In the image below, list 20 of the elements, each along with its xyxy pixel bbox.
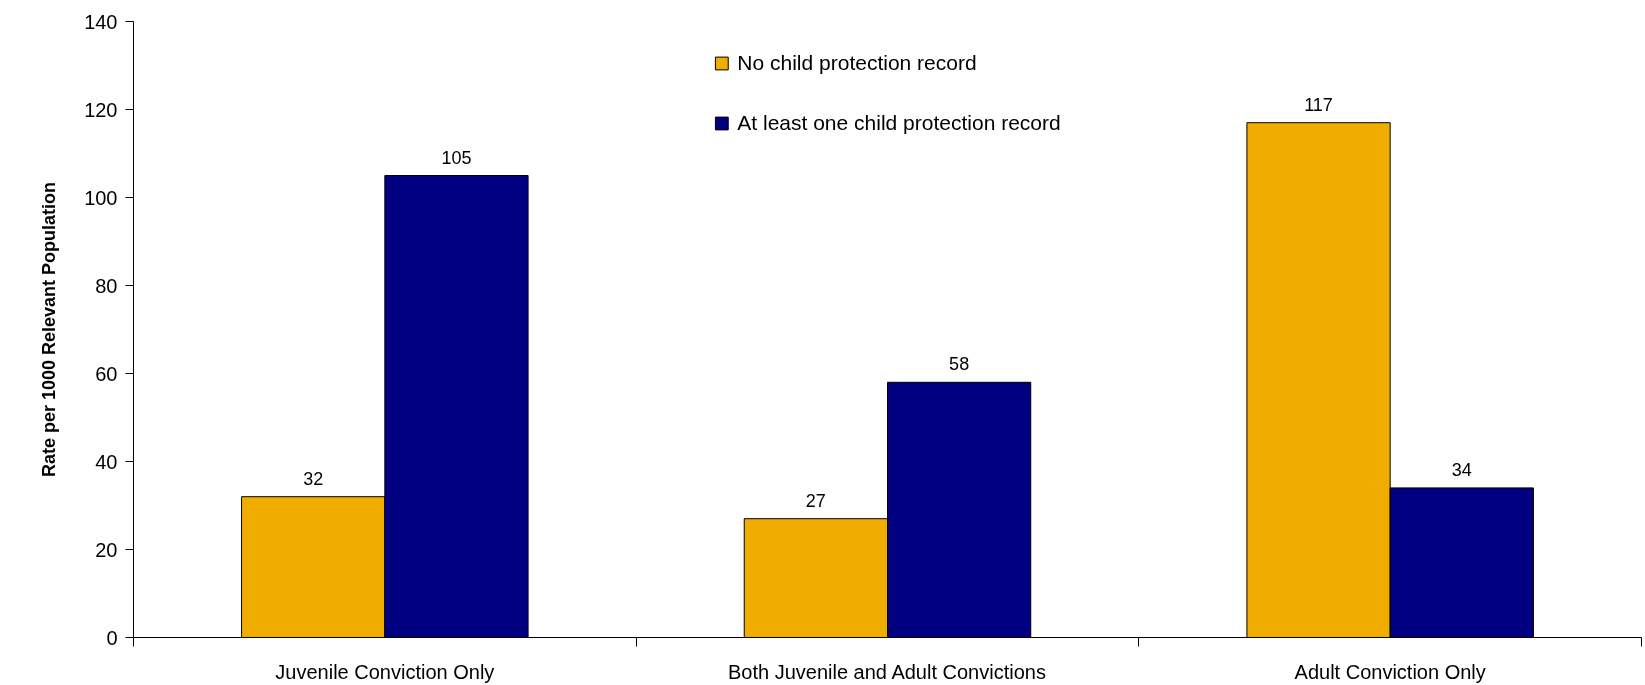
x-tick-label: Adult Conviction Only: [1294, 660, 1486, 683]
y-tick-label: 0: [106, 626, 118, 649]
legend-label: No child protection record: [737, 51, 977, 75]
data-label: 117: [1304, 94, 1333, 115]
data-label: 34: [1451, 459, 1472, 480]
x-tick-label: Juvenile Conviction Only: [275, 660, 495, 683]
y-tick-label: 20: [95, 538, 118, 561]
data-label: 27: [805, 490, 826, 511]
data-label: 105: [441, 147, 472, 168]
y-axis-title: Rate per 1000 Relevant Population: [39, 181, 60, 478]
y-tick-label: 80: [95, 274, 118, 297]
legend-label: At least one child protection record: [737, 111, 1061, 135]
y-tick-label: 140: [84, 10, 118, 33]
y-tick-label: 120: [84, 98, 118, 121]
y-tick-label: 40: [95, 450, 118, 473]
x-tick-label: Both Juvenile and Adult Convictions: [727, 660, 1046, 683]
y-tick-label: 60: [95, 362, 118, 385]
data-label: 58: [949, 354, 970, 375]
y-tick-label: 100: [84, 186, 118, 209]
data-label: 32: [303, 468, 324, 489]
